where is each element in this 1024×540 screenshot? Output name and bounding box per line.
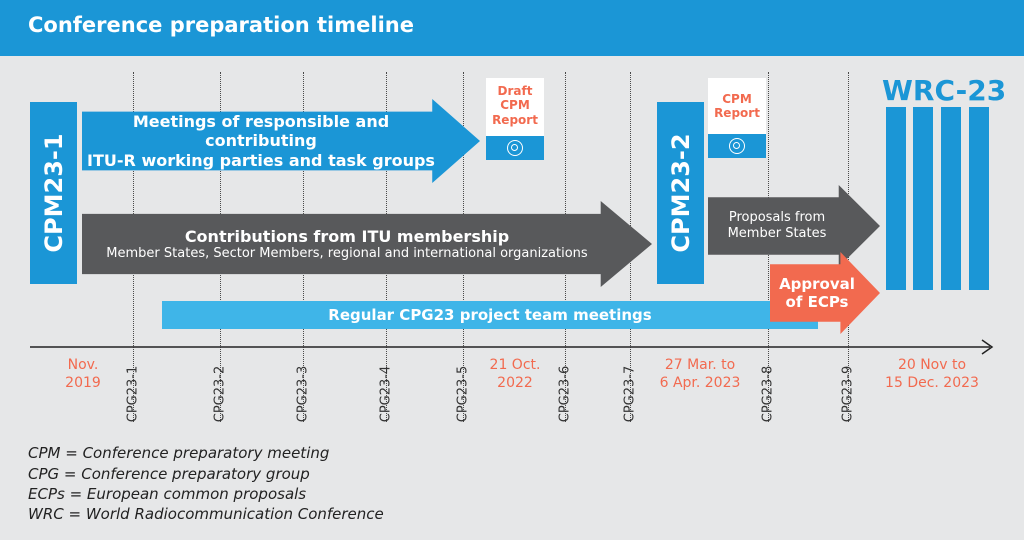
proposals-arrow-line2: Member States <box>727 226 827 241</box>
legend-wrc: WRC = World Radiocommunication Conferenc… <box>28 505 384 523</box>
report-footer <box>486 136 544 160</box>
cpg-tick-label: CPG23-4 <box>378 365 394 423</box>
meetings-arrow-line2: ITU-R working parties and task groups <box>87 150 435 170</box>
contributions-arrow-line1: Contributions from ITU membership <box>184 226 510 246</box>
wrc-bar <box>886 107 906 290</box>
approval-arrow-line1: Approval <box>779 275 855 293</box>
cpm-report-card: CPM Report <box>708 78 766 158</box>
draft-report-line1: Draft <box>497 84 533 98</box>
date-nov-2019: Nov. 2019 <box>65 357 101 392</box>
cpm23-2-box: CPM23-2 <box>657 102 704 284</box>
timeline-axis <box>30 339 994 355</box>
cpm23-2-label: CPM23-2 <box>666 133 695 253</box>
report-footer <box>708 134 766 158</box>
cpg-tick-label: CPG23-8 <box>760 365 776 423</box>
regular-meetings-bar: Regular CPG23 project team meetings <box>162 301 818 329</box>
wrc-bar <box>941 107 961 290</box>
draft-report-line3: Report <box>492 112 538 127</box>
date-line1: Nov. <box>67 357 99 373</box>
date-nov-dec-2023: 20 Nov to 15 Dec. 2023 <box>885 357 979 392</box>
cpg-tick-label: CPG23-9 <box>840 365 856 423</box>
date-line1: 27 Mar. to <box>664 357 736 373</box>
cpm-report-line2: Report <box>714 106 760 121</box>
meetings-arrow-line1: Meetings of responsible and contributing <box>132 112 390 151</box>
itu-logo-icon <box>729 138 745 154</box>
date-mar-apr-2023: 27 Mar. to 6 Apr. 2023 <box>660 357 741 392</box>
date-line2: 6 Apr. 2023 <box>659 374 741 391</box>
wrc-23-label: WRC-23 <box>882 74 1007 107</box>
page-title: Conference preparation timeline <box>28 13 414 37</box>
cpg-tick-label: CPG23-3 <box>295 365 311 423</box>
cpm-report-line1: CPM <box>722 92 752 106</box>
date-line1: 21 Oct. <box>489 357 541 373</box>
cpg-tick-label: CPG23-6 <box>557 365 573 423</box>
legend-cpm: CPM = Conference preparatory meeting <box>28 444 330 462</box>
approval-arrow-line2: of ECPs <box>785 293 849 311</box>
legend-ecps: ECPs = European common proposals <box>28 485 307 503</box>
contributions-arrow: Contributions from ITU membership Member… <box>82 201 652 287</box>
contributions-arrow-line2: Member States, Sector Members, regional … <box>106 245 588 261</box>
axis-arrowhead-icon <box>981 339 994 355</box>
proposals-arrow: Proposals from Member States <box>708 185 880 267</box>
draft-cpm-report-card: Draft CPM Report <box>486 78 544 160</box>
meetings-arrow: Meetings of responsible and contributing… <box>82 99 480 183</box>
wrc-bar <box>913 107 933 290</box>
date-line2: 15 Dec. 2023 <box>885 374 979 391</box>
draft-report-line2: CPM <box>500 98 530 113</box>
regular-meetings-label: Regular CPG23 project team meetings <box>328 306 652 324</box>
date-oct-2022: 21 Oct. 2022 <box>490 357 541 392</box>
wrc-bar <box>969 107 989 290</box>
date-line2: 2019 <box>65 374 101 391</box>
cpg-tick-label: CPG23-5 <box>455 365 471 423</box>
cpg-tick-label: CPG23-7 <box>622 365 638 423</box>
date-line1: 20 Nov to <box>897 357 967 373</box>
proposals-arrow-line1: Proposals from <box>728 210 826 226</box>
legend-cpg: CPG = Conference preparatory group <box>28 465 310 483</box>
header-bar <box>0 0 1024 56</box>
cpg-tick-label: CPG23-2 <box>212 365 228 423</box>
itu-logo-icon <box>507 140 523 156</box>
cpg-tick-label: CPG23-1 <box>125 365 141 423</box>
cpm23-1-label: CPM23-1 <box>39 133 68 253</box>
date-line2: 2022 <box>497 374 533 391</box>
cpm23-1-box: CPM23-1 <box>30 102 77 284</box>
